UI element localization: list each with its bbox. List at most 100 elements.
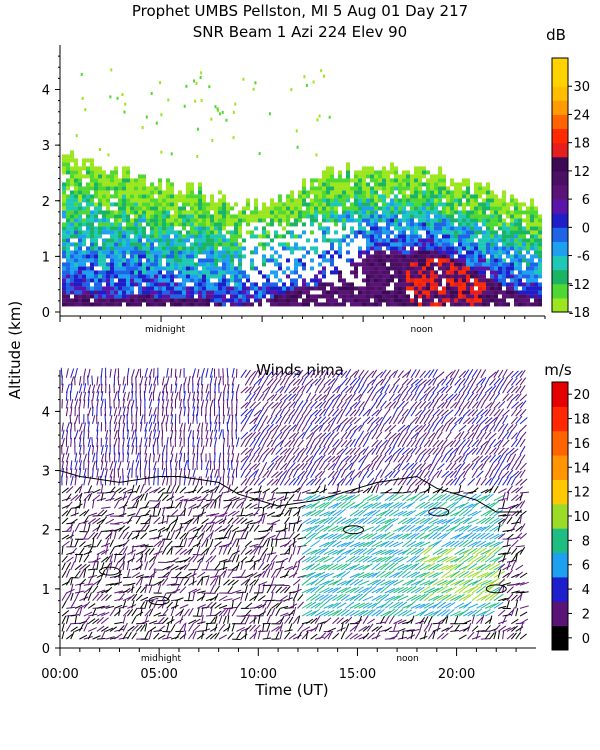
snr-cell (446, 254, 450, 259)
wind-barb (61, 468, 65, 478)
snr-cell (250, 234, 254, 239)
snr-cell (182, 242, 186, 247)
snr-cell (174, 230, 178, 235)
snr-cell (158, 202, 162, 207)
snr-cell (422, 218, 426, 223)
snr-cell (190, 266, 194, 271)
snr-cell (478, 186, 482, 191)
snr-cell (486, 262, 490, 267)
snr-cell (242, 274, 246, 279)
snr-cell (82, 166, 86, 171)
wind-barb (214, 569, 220, 578)
snr-cell (290, 194, 294, 199)
snr-cell (142, 250, 146, 255)
snr-cell (446, 294, 450, 299)
snr-cell (126, 246, 130, 251)
snr-cell (178, 194, 182, 199)
snr-cell (498, 214, 502, 219)
snr-cell (122, 282, 126, 287)
snr-cell (534, 226, 538, 231)
snr-cell (402, 290, 406, 295)
snr-cell (322, 202, 326, 207)
snr-cell (442, 230, 446, 235)
snr-cell (86, 218, 90, 223)
snr-cell (358, 202, 362, 207)
wind-barb (122, 488, 133, 494)
snr-cell (234, 294, 238, 299)
snr-cell (102, 262, 106, 267)
snr-cell (470, 246, 474, 251)
snr-cell (146, 262, 150, 267)
snr-cell (282, 302, 286, 307)
snr-cell (298, 274, 302, 279)
snr-cell (130, 230, 134, 235)
wind-barb (235, 460, 239, 471)
snr-cell (346, 298, 350, 303)
wind-barb (166, 540, 173, 548)
snr-cell (302, 190, 306, 195)
snr-cell (398, 246, 402, 251)
snr-cell (358, 174, 362, 179)
snr-cell (122, 190, 126, 195)
snr-cell (90, 158, 94, 163)
snr-cell (322, 194, 326, 199)
wind-barb (209, 468, 214, 478)
snr-cell (238, 270, 242, 275)
snr-cell (102, 214, 106, 219)
snr-cell (322, 210, 326, 215)
snr-cell (510, 218, 514, 223)
snr-cell (362, 182, 366, 187)
snr-cell (418, 206, 422, 211)
snr-cell (466, 190, 470, 195)
snr-cell (114, 270, 118, 275)
snr-cell (514, 202, 518, 207)
wind-barb (205, 391, 210, 401)
snr-cell (318, 286, 322, 291)
snr-cell (230, 250, 234, 255)
wind-barb (70, 399, 74, 409)
snr-cell (382, 238, 386, 243)
snr-cell (186, 218, 190, 223)
wind-barb (83, 383, 87, 394)
snr-cell (106, 214, 110, 219)
snr-cell (482, 286, 486, 291)
snr-cell (190, 214, 194, 219)
snr-cell (320, 69, 323, 73)
snr-cell (194, 298, 198, 303)
snr-cell (90, 302, 94, 307)
wind-barb (227, 429, 229, 440)
snr-cell (78, 298, 82, 303)
snr-cell (74, 202, 78, 207)
snr-cell (138, 214, 142, 219)
snr-cell (174, 202, 178, 207)
snr-cell (502, 222, 506, 227)
snr-cell (330, 262, 334, 267)
snr-cell (482, 302, 486, 307)
snr-cell (454, 278, 458, 283)
snr-cell (106, 210, 110, 215)
wind-barb (166, 593, 172, 601)
snr-cell (382, 258, 386, 263)
snr-cell (194, 198, 198, 203)
snr-cell (194, 222, 198, 227)
snr-cell (278, 214, 282, 219)
snr-cell (462, 258, 466, 263)
snr-cell (450, 262, 454, 267)
wind-barb (87, 421, 90, 432)
snr-cell (214, 105, 217, 109)
snr-cell (158, 258, 162, 263)
snr-cell (158, 278, 162, 283)
wind-barb (65, 501, 73, 509)
snr-cell (398, 302, 402, 307)
snr-cell (98, 170, 102, 175)
snr-cell (430, 190, 434, 195)
wind-barb (201, 383, 204, 394)
wind-barb (253, 624, 261, 632)
wind-barb (170, 383, 173, 394)
snr-cell (470, 262, 474, 267)
snr-cell (458, 302, 462, 307)
snr-cell (62, 246, 66, 251)
snr-cell (530, 262, 534, 267)
snr-cell (538, 270, 542, 275)
snr-cell (518, 218, 522, 223)
